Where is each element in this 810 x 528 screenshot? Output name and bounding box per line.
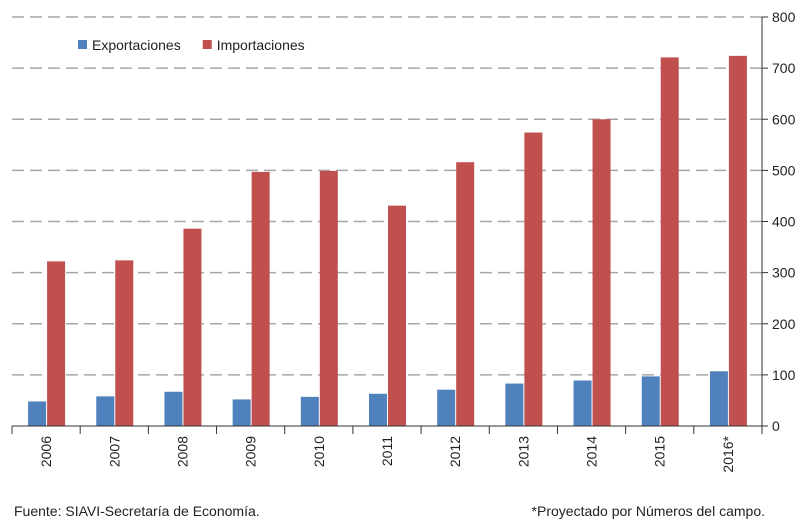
y-tick-label: 300 (772, 265, 796, 281)
x-tick-label: 2016* (720, 435, 736, 472)
y-tick-label: 0 (772, 418, 780, 434)
x-tick-label: 2011 (379, 436, 395, 466)
bar (660, 57, 679, 427)
x-tick-label: 2014 (584, 436, 600, 467)
x-tick-label: 2008 (174, 436, 190, 467)
y-tick-label: 500 (772, 162, 796, 178)
bar (47, 261, 66, 426)
x-tick-label: 2015 (652, 436, 668, 467)
bar (28, 401, 47, 426)
legend-swatch (78, 40, 87, 49)
bar (573, 380, 592, 426)
bar (183, 228, 202, 426)
bar (437, 389, 456, 426)
bar (319, 170, 338, 426)
x-tick-label: 2009 (243, 436, 259, 467)
bar (456, 162, 475, 426)
bar (115, 260, 134, 426)
bar (505, 383, 524, 426)
bar (300, 396, 319, 426)
x-tick-label: 2013 (515, 436, 531, 467)
bar (524, 132, 543, 427)
x-tick-label: 2010 (311, 436, 327, 467)
y-tick-label: 200 (772, 316, 796, 332)
y-tick-label: 600 (772, 111, 796, 127)
legend-swatch (202, 40, 212, 49)
bar (164, 391, 183, 426)
footnote: *Proyectado por Números del campo. (532, 503, 765, 519)
legend-label: Exportaciones (92, 37, 181, 53)
bar (592, 119, 611, 426)
bar (232, 399, 251, 426)
bar (251, 171, 270, 426)
bar (96, 396, 115, 426)
x-tick-label: 2006 (38, 436, 54, 467)
bar (369, 393, 387, 426)
y-tick-label: 700 (772, 60, 796, 76)
y-tick-label: 800 (772, 9, 796, 25)
y-tick-label: 400 (772, 214, 796, 230)
bar (641, 376, 660, 426)
bar (728, 55, 747, 426)
x-tick-label: 2007 (106, 436, 122, 467)
legend-label: Importaciones (217, 37, 305, 53)
y-tick-label: 100 (772, 367, 796, 383)
bar (388, 205, 406, 426)
source-note: Fuente: SIAVI-Secretaría de Economía. (14, 503, 260, 519)
bar (709, 371, 728, 426)
x-tick-label: 2012 (447, 436, 463, 467)
